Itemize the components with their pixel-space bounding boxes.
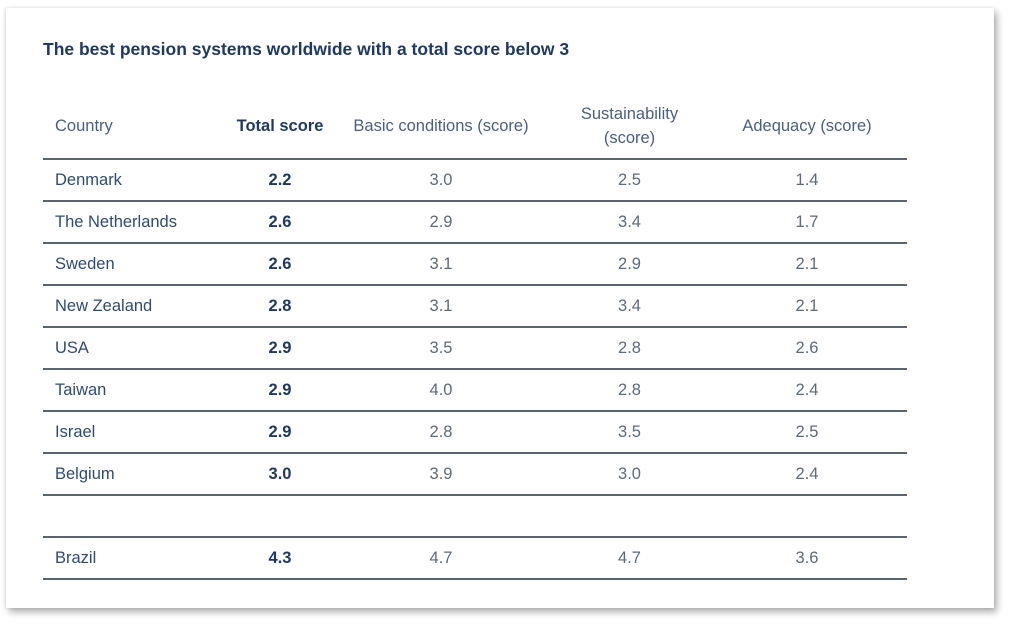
basic-conditions-cell: 2.8 [429, 422, 453, 441]
sustainability-cell: 2.8 [618, 338, 641, 357]
column-header-adequacy: Adequacy (score) [742, 117, 872, 135]
basic-conditions-cell: 3.9 [429, 464, 453, 483]
table-body: Denmark 2.2 3.0 2.5 1.4 The Netherlands 2.6 2.9… [43, 159, 907, 579]
sustainability-cell: 2.8 [618, 380, 641, 399]
sustainability-header-text: Sustainability (score) [580, 105, 679, 147]
table-card: The best pension systems worldwide with … [6, 8, 994, 608]
country-cell: New Zealand [55, 296, 153, 315]
adequacy-cell: 2.4 [795, 380, 819, 399]
country-cell: The Netherlands [55, 212, 177, 231]
total-score-cell: 2.2 [268, 170, 292, 189]
adequacy-cell: 2.1 [795, 254, 819, 273]
adequacy-cell: 1.4 [795, 170, 819, 189]
basic-conditions-cell: 4.7 [429, 548, 453, 567]
table-row: Brazil 4.3 4.7 4.7 3.6 [43, 537, 907, 579]
adequacy-cell: 3.6 [795, 548, 819, 567]
basic-conditions-cell: 3.1 [429, 296, 453, 315]
basic-conditions-cell: 2.9 [429, 212, 453, 231]
column-header-total-score: Total score [236, 117, 324, 135]
column-header-sustainability: Sustainability (score) [552, 94, 707, 159]
sustainability-cell: 2.5 [618, 170, 641, 189]
table-row: Israel 2.9 2.8 3.5 2.5 [43, 411, 907, 453]
sustainability-cell: 3.4 [618, 296, 641, 315]
country-cell: Sweden [55, 254, 115, 273]
basic-conditions-cell: 3.1 [429, 254, 453, 273]
adequacy-cell: 2.5 [795, 422, 819, 441]
sustainability-cell: 3.5 [618, 422, 641, 441]
sustainability-cell: 3.4 [618, 212, 641, 231]
country-cell: Taiwan [55, 380, 107, 399]
table-row: Taiwan 2.9 4.0 2.8 2.4 [43, 369, 907, 411]
table-row: Denmark 2.2 3.0 2.5 1.4 [43, 159, 907, 201]
total-score-cell: 2.9 [268, 338, 292, 357]
gap-cell [43, 495, 907, 537]
table-gap-row [43, 495, 907, 537]
sustainability-cell: 2.9 [618, 254, 641, 273]
adequacy-cell: 2.1 [795, 296, 819, 315]
table-row: The Netherlands 2.6 2.9 3.4 1.7 [43, 201, 907, 243]
adequacy-cell: 2.4 [795, 464, 819, 483]
country-cell: Brazil [55, 548, 97, 567]
sustainability-cell: 4.7 [618, 548, 641, 567]
total-score-cell: 3.0 [268, 464, 292, 483]
total-score-cell: 2.9 [268, 380, 292, 399]
table-row: Sweden 2.6 3.1 2.9 2.1 [43, 243, 907, 285]
basic-conditions-cell: 3.0 [429, 170, 453, 189]
pension-score-table: Country Total score Basic conditions (sc… [43, 94, 907, 580]
table-row: New Zealand 2.8 3.1 3.4 2.1 [43, 285, 907, 327]
total-score-cell: 2.8 [268, 296, 292, 315]
total-score-cell: 2.9 [268, 422, 292, 441]
adequacy-cell: 1.7 [795, 212, 819, 231]
table-title: The best pension systems worldwide with … [43, 39, 570, 59]
total-score-cell: 2.6 [268, 254, 292, 273]
adequacy-cell: 2.6 [795, 338, 819, 357]
country-cell: USA [55, 338, 89, 357]
country-cell: Denmark [55, 170, 122, 189]
country-cell: Belgium [55, 464, 115, 483]
column-header-basic-conditions: Basic conditions (score) [353, 117, 529, 135]
header-row: Country Total score Basic conditions (sc… [43, 94, 907, 159]
basic-conditions-cell: 4.0 [429, 380, 453, 399]
table-row: USA 2.9 3.5 2.8 2.6 [43, 327, 907, 369]
sustainability-cell: 3.0 [618, 464, 641, 483]
total-score-cell: 2.6 [268, 212, 292, 231]
column-header-country: Country [55, 117, 113, 135]
country-cell: Israel [55, 422, 96, 441]
table-header: Country Total score Basic conditions (sc… [43, 94, 907, 159]
table-row: Belgium 3.0 3.9 3.0 2.4 [43, 453, 907, 495]
basic-conditions-cell: 3.5 [429, 338, 453, 357]
total-score-cell: 4.3 [268, 548, 292, 567]
